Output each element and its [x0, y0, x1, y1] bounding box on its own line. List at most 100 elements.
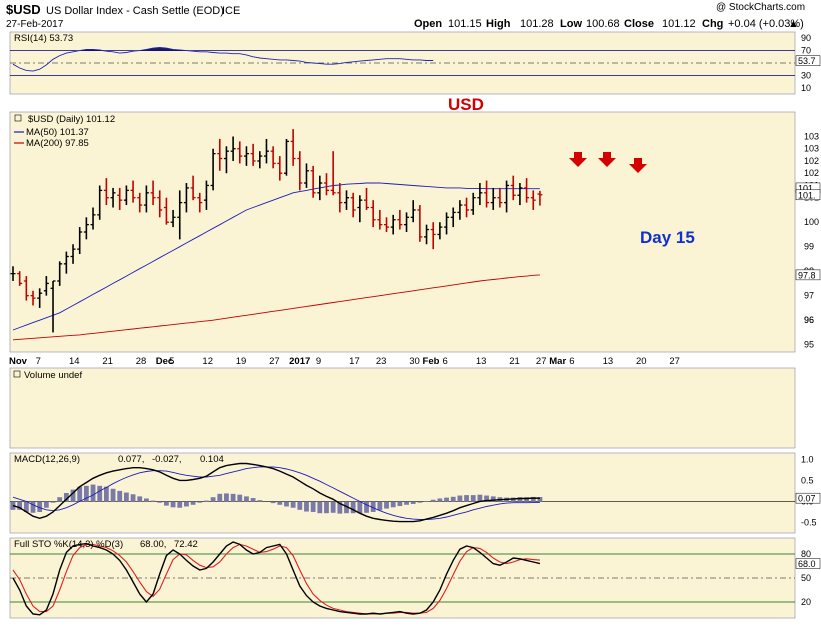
macd-legend-value: 0.077, — [118, 454, 144, 465]
rsi-ytick: 30 — [801, 70, 811, 80]
price-tag: 101. — [798, 190, 816, 200]
price-ytick: 95 — [804, 340, 814, 350]
volume-panel: Volume undef — [10, 368, 795, 448]
macd-legend-hist: 0.104 — [200, 454, 224, 465]
macd-histogram-bar — [237, 495, 242, 502]
macd-ytick: 1.0 — [801, 454, 814, 464]
usd-annotation: USD — [448, 95, 484, 114]
macd-legend: MACD(12,26,9) — [14, 454, 80, 465]
macd-histogram-bar — [124, 493, 129, 502]
macd-histogram-bar — [271, 501, 276, 503]
macd-histogram-bar — [437, 498, 442, 501]
rsi-ytick: 70 — [801, 46, 811, 56]
macd-histogram-bar — [171, 501, 176, 507]
macd-histogram-bar — [277, 501, 282, 504]
chart-date: 27-Feb-2017 — [6, 19, 64, 30]
quote-label-chg: Chg — [702, 18, 723, 30]
date-axis-label: 14 — [69, 356, 80, 367]
price-ytick: 99 — [804, 242, 814, 252]
macd-histogram-bar — [217, 494, 222, 502]
date-axis-label: 19 — [236, 356, 247, 367]
date-axis-label: 21 — [509, 356, 520, 367]
macd-histogram-bar — [311, 501, 316, 512]
price-ytick: 103 — [804, 131, 819, 141]
macd-histogram-bar — [431, 500, 436, 502]
rsi-last-tag: 53.7 — [798, 56, 816, 66]
macd-histogram-bar — [117, 491, 122, 502]
price-ytick: 102 — [804, 156, 819, 166]
exchange-label: ICE — [222, 5, 240, 17]
macd-histogram-bar — [151, 501, 156, 502]
quote-value-high: 101.28 — [520, 18, 554, 30]
macd-histogram-bar — [51, 501, 56, 502]
day-count-annotation: Day 15 — [640, 228, 695, 247]
macd-histogram-bar — [251, 498, 256, 501]
sto-last-tag: 68.0 — [798, 559, 816, 569]
macd-histogram-bar — [104, 487, 109, 502]
macd-histogram-bar — [224, 493, 229, 501]
date-axis-label: 17 — [349, 356, 360, 367]
date-axis-label: 21 — [102, 356, 113, 367]
macd-histogram-bar — [131, 494, 136, 501]
macd-histogram-bar — [377, 501, 382, 510]
macd-last-tag: 0.07 — [798, 494, 816, 504]
watermark: @ StockCharts.com — [716, 2, 805, 13]
macd-histogram-bar — [357, 501, 362, 513]
price-ytick: 103 — [804, 144, 819, 154]
macd-histogram-bar — [284, 501, 289, 506]
date-axis-label: 27 — [669, 356, 680, 367]
quote-label-low: Low — [560, 18, 582, 30]
price-ytick: 96 — [804, 315, 814, 325]
macd-histogram-bar — [177, 501, 182, 507]
sto-legend: Full STO %K(14,3) %D(3) — [14, 539, 123, 550]
macd-histogram-bar — [404, 501, 409, 504]
macd-histogram-bar — [244, 496, 249, 501]
price-ytick: 100 — [804, 217, 819, 227]
date-axis-label: 20 — [636, 356, 647, 367]
sto-ytick: 20 — [801, 597, 811, 607]
macd-histogram-bar — [137, 496, 142, 501]
macd-histogram-bar — [478, 495, 483, 502]
macd-histogram-bar — [44, 501, 49, 507]
sto-ytick: 80 — [801, 549, 811, 559]
macd-histogram-bar — [471, 495, 476, 501]
rsi-legend: RSI(14) 53.73 — [14, 33, 73, 44]
date-axis-label: 13 — [603, 356, 614, 367]
macd-histogram-bar — [191, 501, 196, 504]
quote-value-close: 101.12 — [662, 18, 696, 30]
macd-histogram-bar — [464, 495, 469, 501]
macd-histogram-bar — [231, 494, 236, 502]
macd-histogram-bar — [351, 501, 356, 513]
macd-histogram-bar — [304, 501, 309, 511]
date-axis-label: 13 — [476, 356, 487, 367]
macd-histogram-bar — [111, 489, 116, 502]
macd-histogram-bar — [164, 501, 169, 505]
date-axis-label: 2017 — [289, 356, 310, 367]
quote-arrow-icon: ▲ — [788, 18, 799, 30]
macd-histogram-bar — [184, 501, 189, 506]
macd-histogram-bar — [211, 497, 216, 501]
date-axis-label: 12 — [202, 356, 213, 367]
macd-histogram-bar — [97, 486, 102, 502]
symbol-label: $USD — [6, 2, 41, 17]
macd-histogram-bar — [257, 500, 262, 501]
date-axis-label: 6 — [569, 356, 574, 367]
date-axis-label: 28 — [136, 356, 147, 367]
quote-label-close: Close — [624, 18, 654, 30]
macd-ytick: 0.5 — [801, 475, 814, 485]
rsi-panel: RSI(14) 53.73907050301053.7 — [10, 32, 820, 94]
sto-ytick: 50 — [801, 573, 811, 583]
macd-histogram-bar — [397, 501, 402, 506]
macd-histogram-bar — [297, 501, 302, 509]
date-axis-label: 23 — [376, 356, 387, 367]
date-axis-label: 9 — [316, 356, 321, 367]
macd-histogram-bar — [291, 501, 296, 507]
macd-panel: MACD(12,26,9)0.077,-0.027,0.1041.00.50.0… — [10, 453, 820, 533]
date-axis-label: 27 — [536, 356, 547, 367]
date-axis-label: 27 — [269, 356, 280, 367]
macd-histogram-bar — [417, 501, 422, 502]
rsi-ytick: 10 — [801, 83, 811, 93]
